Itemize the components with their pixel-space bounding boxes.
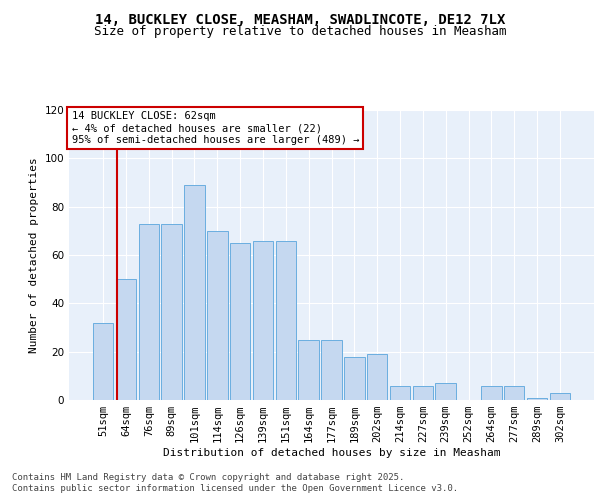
Text: Contains public sector information licensed under the Open Government Licence v3: Contains public sector information licen… — [12, 484, 458, 493]
X-axis label: Distribution of detached houses by size in Measham: Distribution of detached houses by size … — [163, 448, 500, 458]
Bar — [436, 383, 456, 400]
Bar — [230, 243, 250, 400]
Bar — [161, 224, 182, 400]
Bar — [527, 398, 547, 400]
Bar — [298, 340, 319, 400]
Bar — [116, 279, 136, 400]
Bar — [390, 386, 410, 400]
Text: Size of property relative to detached houses in Measham: Size of property relative to detached ho… — [94, 25, 506, 38]
Y-axis label: Number of detached properties: Number of detached properties — [29, 157, 39, 353]
Text: 14 BUCKLEY CLOSE: 62sqm
← 4% of detached houses are smaller (22)
95% of semi-det: 14 BUCKLEY CLOSE: 62sqm ← 4% of detached… — [71, 112, 359, 144]
Text: Contains HM Land Registry data © Crown copyright and database right 2025.: Contains HM Land Registry data © Crown c… — [12, 472, 404, 482]
Bar — [184, 185, 205, 400]
Bar — [275, 240, 296, 400]
Bar — [367, 354, 388, 400]
Bar — [481, 386, 502, 400]
Text: 14, BUCKLEY CLOSE, MEASHAM, SWADLINCOTE, DE12 7LX: 14, BUCKLEY CLOSE, MEASHAM, SWADLINCOTE,… — [95, 12, 505, 26]
Bar — [344, 356, 365, 400]
Bar — [207, 231, 227, 400]
Bar — [253, 240, 273, 400]
Bar — [413, 386, 433, 400]
Bar — [139, 224, 159, 400]
Bar — [93, 322, 113, 400]
Bar — [504, 386, 524, 400]
Bar — [550, 393, 570, 400]
Bar — [321, 340, 342, 400]
